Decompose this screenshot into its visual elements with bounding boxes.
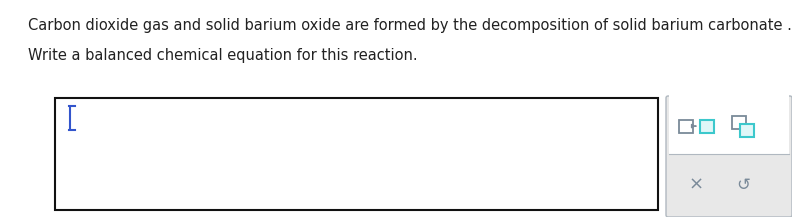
Text: Write a balanced chemical equation for this reaction.: Write a balanced chemical equation for t… [28, 48, 417, 63]
Bar [679, 120, 693, 133]
Text: ×: × [688, 176, 703, 194]
Bar [700, 120, 714, 133]
Bar [732, 116, 746, 129]
Text: Carbon dioxide gas and solid barium oxide are formed by the decomposition of sol: Carbon dioxide gas and solid barium oxid… [28, 18, 792, 33]
Text: ↺: ↺ [736, 176, 750, 194]
Bar [669, 93, 789, 154]
Bar [55, 98, 658, 210]
FancyBboxPatch shape [666, 96, 792, 217]
Bar [740, 123, 754, 136]
